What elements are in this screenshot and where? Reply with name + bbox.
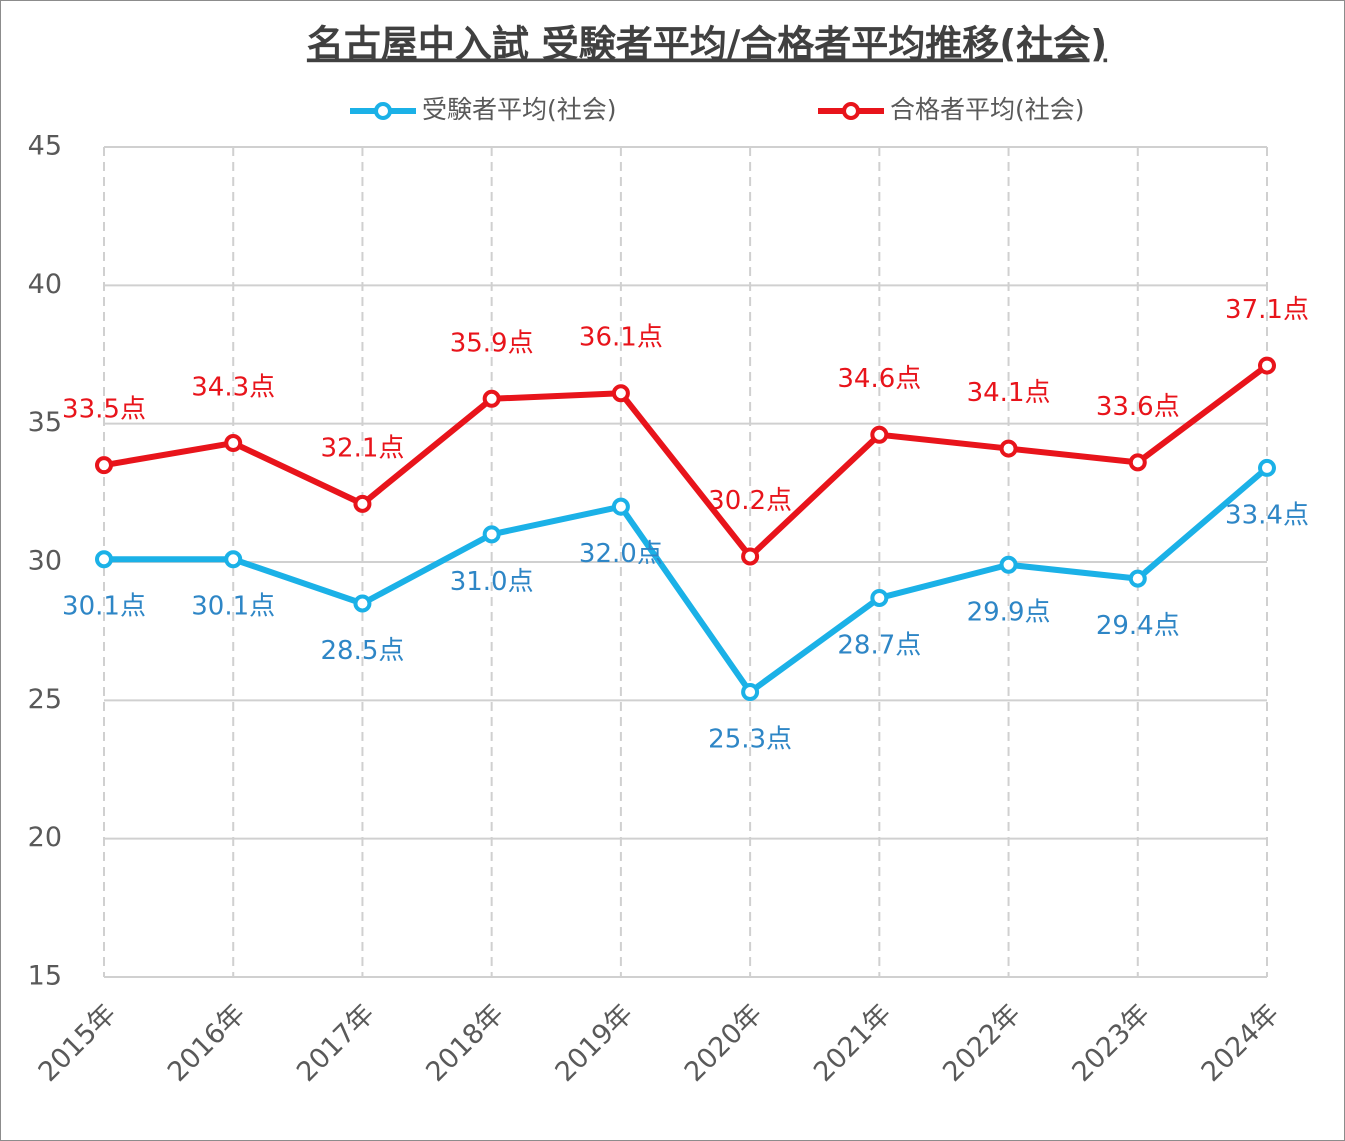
legend-label: 合格者平均(社会) [890,95,1085,124]
legend-marker [842,102,860,120]
data-label: 34.3点 [191,373,275,403]
data-label: 36.1点 [579,323,663,353]
y-tick-label: 40 [28,269,62,300]
data-label: 35.9点 [450,328,534,358]
legend-marker [374,102,392,120]
point-marker [1258,458,1276,477]
point-marker [870,588,889,607]
data-label: 31.0点 [450,567,534,597]
y-tick-label: 20 [28,822,62,853]
data-label: 34.1点 [967,378,1051,408]
data-label: 30.1点 [62,592,146,622]
point-marker [95,550,113,569]
y-tick-label: 25 [28,684,62,715]
series-line [103,363,1269,560]
y-tick-label: 15 [28,961,62,992]
data-label: 30.1点 [191,592,275,622]
point-marker [1128,569,1147,588]
legend-label: 受験者平均(社会) [422,95,617,124]
data-label: 28.7点 [837,630,921,660]
point-marker [224,550,243,569]
point-marker [482,389,501,408]
point-marker [611,497,630,516]
data-label: 32.0点 [579,539,663,569]
point-marker [870,425,889,444]
data-label: 28.5点 [320,636,404,666]
point-marker [999,555,1018,574]
data-label: 32.1点 [320,433,404,463]
data-label: 34.6点 [837,364,921,394]
data-label: 33.5点 [62,395,146,425]
data-label: 33.4点 [1225,500,1309,530]
point-marker [95,456,113,475]
data-label: 29.4点 [1096,611,1180,641]
chart-title: 名古屋中入試 受験者平均/合格者平均推移(社会) [307,23,1107,66]
point-marker [353,494,372,513]
point-marker [224,434,243,453]
data-label: 33.6点 [1096,392,1180,422]
point-marker [1258,356,1276,375]
y-tick-label: 30 [28,546,62,577]
y-tick-label: 45 [28,131,62,162]
point-marker [1128,453,1147,472]
point-marker [999,439,1018,458]
data-label: 30.2点 [708,486,792,516]
data-label: 25.3点 [708,725,792,755]
point-marker [482,525,501,544]
series-line [104,465,1269,696]
data-label: 29.9点 [967,597,1051,627]
point-marker [611,384,630,403]
point-marker [353,594,372,613]
data-label: 37.1点 [1225,295,1309,325]
point-marker [741,683,760,702]
y-tick-label: 35 [28,407,62,438]
point-marker [741,547,760,566]
